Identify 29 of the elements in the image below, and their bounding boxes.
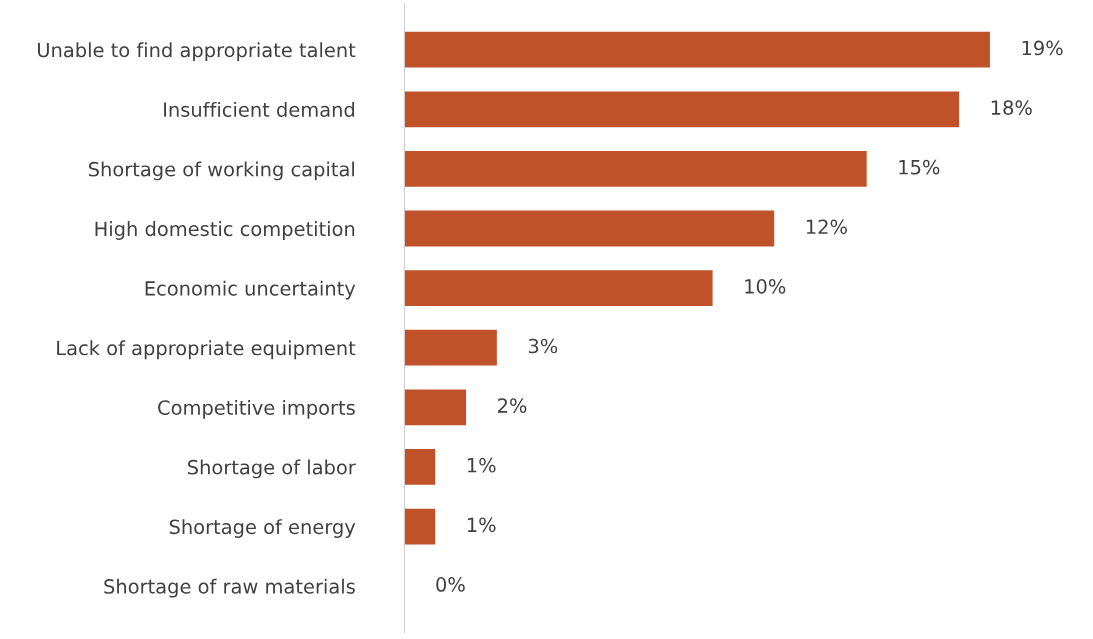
data-label: 0% bbox=[436, 577, 465, 592]
data-label: 19% bbox=[1022, 40, 1063, 56]
y-tick-label: Unable to find appropriate talent bbox=[38, 42, 356, 62]
y-tick-label: High domestic competition bbox=[95, 221, 355, 240]
bar bbox=[404, 151, 867, 187]
y-tick-label: Economic uncertainty bbox=[145, 280, 356, 300]
data-label: 10% bbox=[745, 279, 786, 294]
data-label: 3% bbox=[528, 338, 558, 354]
bar bbox=[404, 508, 436, 545]
data-label: 12% bbox=[806, 219, 847, 235]
bar bbox=[404, 389, 467, 426]
bar bbox=[404, 31, 990, 68]
data-label: 1% bbox=[467, 457, 496, 473]
y-tick-label: Competitive imports bbox=[158, 399, 355, 419]
bar bbox=[404, 210, 775, 247]
bar bbox=[404, 91, 960, 128]
data-label: 18% bbox=[991, 100, 1032, 115]
data-label: 15% bbox=[899, 159, 940, 175]
y-tick-label: Insufficient demand bbox=[164, 101, 355, 117]
bar bbox=[404, 449, 436, 485]
data-label: 2% bbox=[498, 398, 527, 413]
y-tick-label: Shortage of labor bbox=[188, 459, 356, 479]
data-label: 1% bbox=[467, 517, 496, 533]
y-tick-label: Shortage of working capital bbox=[88, 161, 354, 181]
bar bbox=[404, 270, 713, 306]
bar bbox=[404, 329, 497, 366]
y-tick-label: Shortage of energy bbox=[169, 519, 356, 538]
y-tick-label: Lack of appropriate equipment bbox=[57, 340, 356, 360]
y-tick-label: Shortage of raw materials bbox=[104, 578, 355, 598]
